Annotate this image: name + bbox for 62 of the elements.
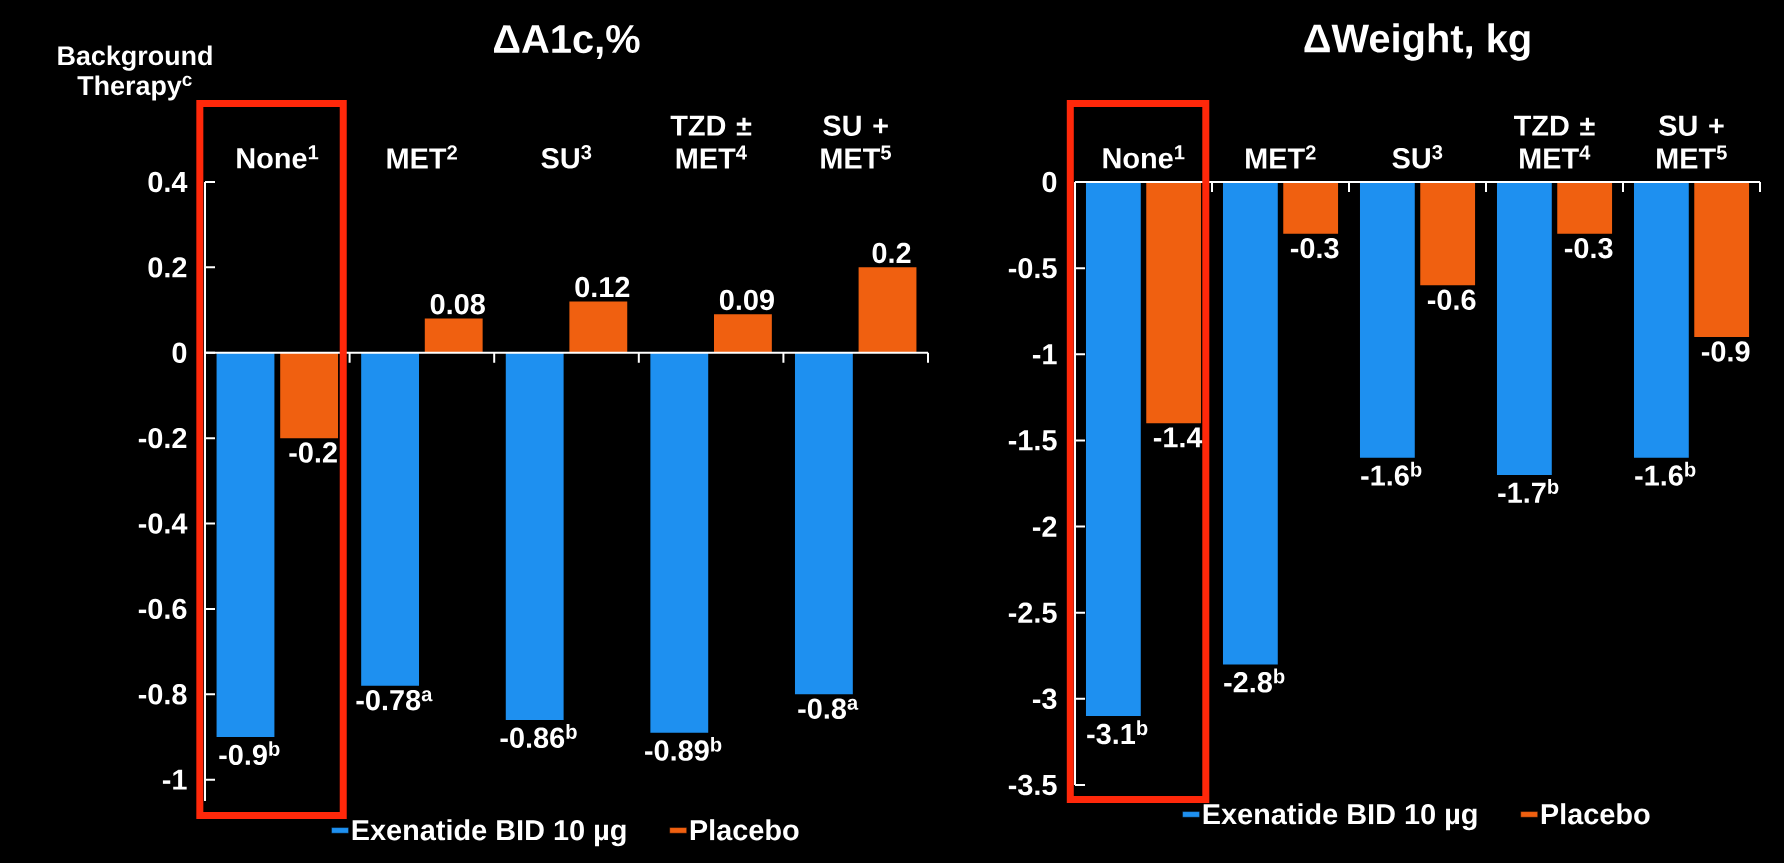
bar bbox=[505, 352, 564, 720]
data-label: -2.8$^{b}$ bbox=[1224, 668, 1285, 693]
x-tick-label: SU + MET$^{5}$ bbox=[821, 115, 892, 169]
data-label: -0.2 bbox=[289, 442, 337, 463]
x-tick-label: SU + MET$^{5}$ bbox=[1657, 115, 1727, 169]
chart-title: ΔA1c,% bbox=[493, 25, 640, 59]
y-tick-label: -1 bbox=[162, 769, 187, 790]
data-label: -0.3 bbox=[1290, 237, 1339, 259]
x-tick-label: MET$^{2}$ bbox=[1246, 145, 1316, 169]
data-label: 0.08 bbox=[430, 293, 485, 315]
bar bbox=[650, 352, 709, 733]
data-label: 0.09 bbox=[719, 289, 774, 311]
bar bbox=[858, 267, 917, 353]
y-tick-label: -0.4 bbox=[138, 513, 188, 534]
bar bbox=[361, 352, 420, 686]
data-label: -0.78$^{a}$ bbox=[356, 689, 433, 711]
bar bbox=[569, 301, 628, 353]
y-tick-label: -2 bbox=[1032, 516, 1057, 537]
data-label: 0.2 bbox=[872, 242, 911, 264]
y-tick-label: 0.4 bbox=[148, 171, 188, 193]
y-tick-label: -2.5 bbox=[1008, 602, 1057, 623]
data-label: -0.9 bbox=[1701, 341, 1750, 362]
y-tick-label: -0.5 bbox=[1008, 257, 1057, 279]
legend-label: Exenatide BID 10 µg bbox=[352, 819, 626, 847]
legend-label: Exenatide BID 10 µg bbox=[1203, 803, 1477, 831]
x-tick-label: TZD ± MET$^{4}$ bbox=[670, 115, 752, 169]
x-tick-label: SU$^{3}$ bbox=[1392, 145, 1443, 169]
x-tick-label: MET$^{2}$ bbox=[387, 145, 457, 169]
y-tick-label: -3.5 bbox=[1008, 774, 1057, 796]
bar bbox=[424, 318, 483, 353]
x-tick-label: TZD ± MET$^{4}$ bbox=[1514, 115, 1595, 169]
legend-label: Placebo bbox=[1541, 803, 1650, 825]
x-tick-label: None$^{1}$ bbox=[1103, 145, 1185, 169]
data-label: -3.1$^{b}$ bbox=[1087, 720, 1148, 745]
data-label: -0.86$^{b}$ bbox=[500, 724, 577, 749]
text: Background Therapy$^{c}$ bbox=[58, 45, 212, 101]
y-tick-label: -1 bbox=[1032, 344, 1057, 365]
y-tick-label: 0.2 bbox=[148, 257, 187, 278]
data-label: -0.3 bbox=[1564, 237, 1613, 259]
bar bbox=[280, 352, 339, 439]
x-tick-label: SU$^{3}$ bbox=[541, 145, 592, 169]
data-label: -0.89$^{b}$ bbox=[645, 736, 722, 761]
data-label: -1.7$^{b}$ bbox=[1498, 479, 1559, 503]
data-label: -0.6 bbox=[1427, 289, 1476, 311]
y-tick-label: -0.6 bbox=[138, 598, 187, 620]
bar bbox=[794, 352, 853, 695]
data-label: 0.12 bbox=[575, 276, 630, 298]
chart-title: ΔWeight, kg bbox=[1304, 23, 1530, 61]
y-tick-label: -0.8 bbox=[138, 684, 187, 705]
x-tick-label: None$^{1}$ bbox=[237, 145, 319, 169]
data-label: -1.6$^{b}$ bbox=[1635, 461, 1696, 486]
y-tick-label: -1.5 bbox=[1008, 430, 1057, 451]
data-label: -1.6$^{b}$ bbox=[1361, 461, 1422, 486]
y-tick-label: 0 bbox=[172, 342, 187, 363]
data-label: -0.8$^{a}$ bbox=[798, 698, 859, 719]
legend-label: Placebo bbox=[690, 819, 799, 841]
bar bbox=[216, 352, 275, 737]
y-tick-label: -3 bbox=[1032, 688, 1057, 710]
y-tick-label: 0 bbox=[1042, 171, 1057, 193]
data-label: -0.9$^{b}$ bbox=[219, 741, 280, 766]
y-tick-label: -0.2 bbox=[138, 427, 187, 449]
bar bbox=[714, 314, 772, 353]
